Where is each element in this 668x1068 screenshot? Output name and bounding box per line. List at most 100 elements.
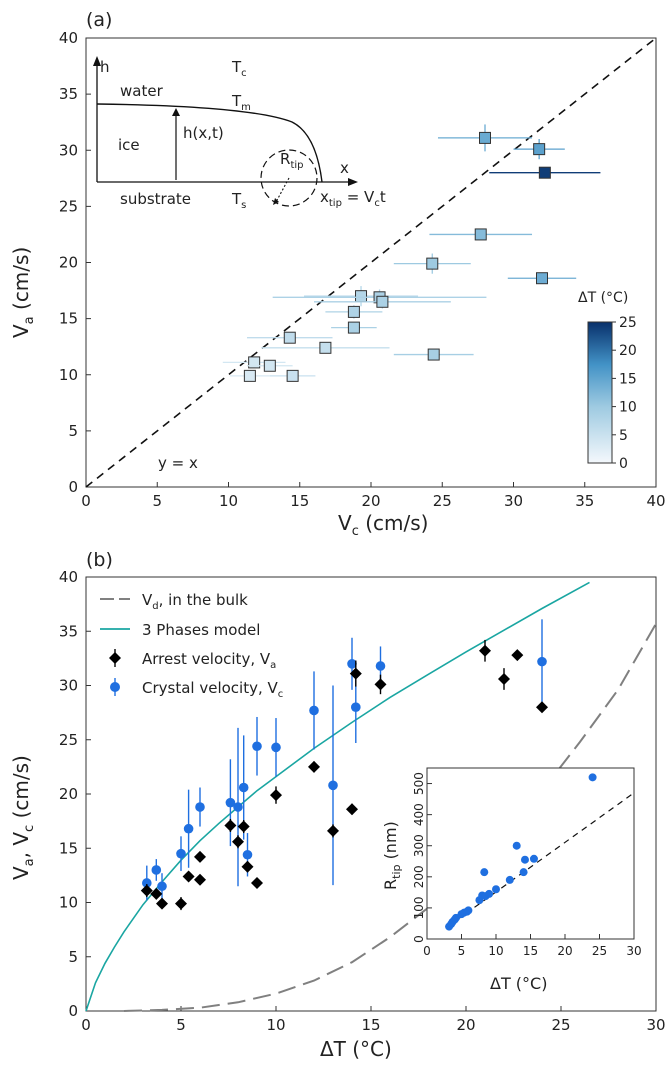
panel-b-xtick-label: 5 bbox=[176, 1016, 186, 1034]
point-a bbox=[427, 348, 440, 361]
inset-point bbox=[505, 875, 514, 884]
panel-a-ytick-label: 10 bbox=[59, 366, 78, 384]
crystal-point bbox=[252, 741, 262, 752]
point-a bbox=[538, 166, 551, 179]
panel-a-colorbar: ΔT (°C) 0 5 10 15 20 25 bbox=[578, 290, 637, 472]
arrest-point bbox=[536, 701, 548, 714]
crystal-point bbox=[242, 849, 253, 860]
inset-xtick-label: 25 bbox=[592, 944, 607, 958]
panel-a-xtick-label: 40 bbox=[646, 492, 665, 510]
arrest-point bbox=[479, 644, 491, 657]
arrest-point bbox=[140, 884, 153, 897]
panel-a-xtick-label: 35 bbox=[575, 492, 594, 510]
crystal-point bbox=[195, 802, 205, 812]
arrest-point bbox=[374, 678, 387, 691]
inset-point bbox=[529, 854, 538, 863]
panel-b-ytick-label: 35 bbox=[59, 622, 78, 640]
svg-text:Rtip: Rtip bbox=[280, 150, 303, 171]
inset-xlabel: ΔT (°C) bbox=[490, 974, 547, 993]
point-a bbox=[286, 369, 299, 382]
colorbar-tick-label: 10 bbox=[619, 400, 637, 416]
panel-a-ytick-label: 40 bbox=[59, 29, 78, 47]
crystal-point bbox=[375, 661, 386, 671]
point-a bbox=[355, 290, 368, 303]
point-a bbox=[319, 341, 332, 354]
panel-a-xtick-label: 25 bbox=[433, 492, 452, 510]
panel-b-ytick-label: 0 bbox=[68, 1002, 78, 1020]
panel-a-ytick-label: 30 bbox=[59, 141, 78, 159]
arrest-point bbox=[194, 873, 206, 886]
panel-a-schematic: h x water ice substrate h(x,t) Tc Tm Ts … bbox=[93, 56, 386, 211]
crystal-point bbox=[151, 865, 162, 875]
panel-b-ytick-label: 5 bbox=[68, 948, 78, 966]
panel-a-xtick-label: 15 bbox=[290, 492, 309, 510]
point-a bbox=[426, 257, 439, 270]
arrest-point bbox=[327, 824, 339, 837]
arrest-point bbox=[308, 760, 320, 773]
panel-b-ytick-label: 40 bbox=[59, 568, 78, 586]
panel-a-diagonal-label: y = x bbox=[158, 454, 198, 472]
colorbar-tick-label: 20 bbox=[619, 343, 637, 359]
point-a bbox=[376, 295, 389, 308]
legend-bulk: Vd, in the bulk bbox=[142, 591, 248, 612]
inset-ytick-label: 300 bbox=[412, 834, 426, 857]
arrest-point bbox=[241, 860, 254, 873]
inset-ytick-label: 500 bbox=[412, 772, 426, 795]
inset-ytick-label: 100 bbox=[412, 896, 426, 919]
crystal-point bbox=[183, 823, 194, 834]
crystal-point bbox=[328, 780, 338, 791]
inset-xtick-label: 20 bbox=[557, 944, 572, 958]
svg-text:h: h bbox=[100, 58, 110, 76]
svg-text:Ts: Ts bbox=[231, 190, 246, 211]
arrest-point bbox=[251, 876, 263, 889]
inset-xtick-label: 5 bbox=[458, 944, 466, 958]
panel-b-ytick-label: 30 bbox=[59, 677, 78, 695]
panel-a-diagonal bbox=[85, 37, 657, 488]
crystal-point bbox=[537, 656, 547, 667]
panel-b-xtick-label: 30 bbox=[646, 1016, 665, 1034]
crystal-point bbox=[233, 802, 243, 812]
crystal-point bbox=[176, 848, 186, 859]
colorbar-gradient bbox=[587, 321, 613, 464]
panel-a-ytick-label: 25 bbox=[59, 197, 78, 215]
inset-xtick-label: 0 bbox=[423, 944, 431, 958]
panel-b-xtick-label: 15 bbox=[361, 1016, 380, 1034]
inset-xtick-label: 15 bbox=[523, 944, 538, 958]
panel-b-xtick-label: 25 bbox=[551, 1016, 570, 1034]
arrest-point bbox=[270, 789, 282, 802]
point-a bbox=[533, 143, 546, 156]
inset-point bbox=[588, 773, 597, 782]
panel-a-xlabel: Vc (cm/s) bbox=[338, 511, 428, 539]
arrest-point bbox=[349, 667, 362, 680]
inset-xtick-label: 30 bbox=[626, 944, 641, 958]
panel-a-xtick-label: 30 bbox=[504, 492, 523, 510]
panel-b-xlabel: ΔT (°C) bbox=[320, 1037, 392, 1061]
point-a bbox=[536, 272, 548, 285]
svg-text:water: water bbox=[120, 82, 164, 100]
point-a bbox=[347, 305, 360, 318]
svg-text:Tc: Tc bbox=[231, 58, 247, 79]
inset-ylabel: Rtip (nm) bbox=[381, 821, 403, 890]
inset-ytick-label: 200 bbox=[412, 865, 426, 888]
arrest-point bbox=[232, 835, 244, 848]
arrest-point bbox=[156, 897, 168, 910]
arrest-point bbox=[511, 649, 524, 662]
inset-point bbox=[485, 889, 494, 898]
arrest-point bbox=[346, 803, 358, 816]
inset-points bbox=[445, 773, 597, 931]
panel-a-ytick-label: 5 bbox=[68, 422, 78, 440]
point-a bbox=[283, 331, 296, 344]
svg-text:substrate: substrate bbox=[120, 190, 191, 208]
inset-point bbox=[512, 841, 521, 850]
colorbar-tick-label: 15 bbox=[619, 371, 637, 387]
panel-a-ytick-label: 20 bbox=[59, 254, 78, 272]
svg-text:xtip = Vct: xtip = Vct bbox=[320, 188, 386, 209]
point-a bbox=[263, 359, 276, 372]
point-a bbox=[248, 356, 261, 369]
inset-point bbox=[464, 906, 473, 915]
panel-b-label: (b) bbox=[86, 549, 113, 571]
point-a bbox=[479, 131, 491, 144]
